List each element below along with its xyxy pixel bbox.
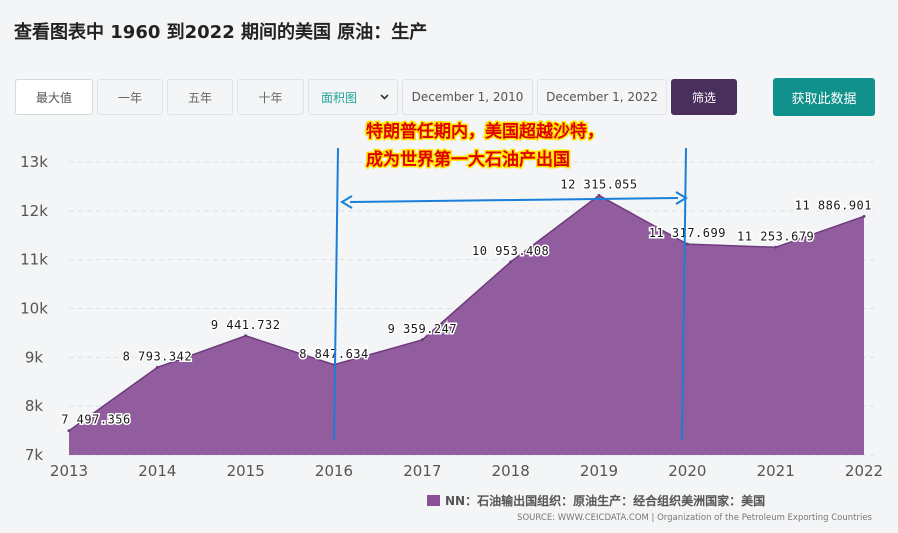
- source-note: SOURCE: WWW.CEICDATA.COM | Organization …: [517, 513, 872, 523]
- y-tick-label: 7k: [25, 446, 44, 464]
- x-tick-label: 2013: [50, 462, 88, 480]
- data-label: 11 253.679: [737, 229, 814, 243]
- x-tick-label: 2019: [580, 462, 618, 480]
- arrow-head-right: [675, 191, 688, 205]
- range-10y-button[interactable]: 十年: [237, 79, 304, 115]
- arrow-head-left: [340, 195, 353, 209]
- page-title: 查看图表中 1960 到2022 期间的美国 原油：生产: [14, 22, 428, 43]
- data-point: [597, 193, 601, 197]
- y-tick-label: 9k: [25, 348, 44, 366]
- x-tick-label: 2014: [138, 462, 176, 480]
- end-date-input[interactable]: December 1, 2022: [537, 79, 667, 115]
- data-point: [244, 334, 248, 338]
- data-label: 11 886.901: [795, 198, 872, 212]
- get-data-button[interactable]: 获取此数据: [773, 78, 875, 116]
- x-tick-label: 2015: [227, 462, 265, 480]
- range-1y-button[interactable]: 一年: [97, 79, 163, 115]
- data-label: 11 317.699: [649, 226, 726, 240]
- x-tick-label: 2018: [492, 462, 530, 480]
- data-label: 7 497.356: [61, 413, 131, 427]
- x-tick-label: 2017: [403, 462, 441, 480]
- data-point: [685, 242, 689, 246]
- x-tick-label: 2022: [845, 462, 883, 480]
- data-label: 9 359.247: [388, 322, 458, 336]
- data-point: [155, 365, 159, 369]
- area-fill: [69, 195, 864, 455]
- data-label: 12 315.055: [560, 177, 637, 191]
- annotation-arrow-line: [349, 197, 679, 203]
- annotation-text-line1: 特朗普任期内，美国超越沙特，: [366, 121, 604, 142]
- chart-type-value: 面积图: [321, 90, 358, 105]
- y-tick-label: 11k: [20, 251, 48, 269]
- data-point: [67, 429, 71, 433]
- data-point: [420, 338, 424, 342]
- data-point: [509, 260, 513, 264]
- data-label: 9 441.732: [211, 318, 281, 332]
- x-tick-label: 2020: [668, 462, 706, 480]
- legend-swatch: [427, 495, 440, 506]
- annotation-text-line2: 成为世界第一大石油产出国: [366, 149, 570, 170]
- x-tick-label: 2021: [757, 462, 795, 480]
- legend-label: NN：石油输出国组织：原油生产：经合组织美洲国家：美国: [445, 493, 765, 508]
- x-tick-label: 2016: [315, 462, 353, 480]
- annotation-line-left: [333, 147, 339, 441]
- range-max-button[interactable]: 最大值: [15, 79, 93, 115]
- y-tick-label: 13k: [20, 153, 48, 171]
- filter-button[interactable]: 筛选: [671, 79, 737, 115]
- chart-type-select[interactable]: 面积图: [308, 79, 398, 115]
- data-label: 8 793.342: [123, 349, 193, 363]
- start-date-input[interactable]: December 1, 2010: [402, 79, 533, 115]
- data-point: [774, 245, 778, 249]
- y-tick-label: 10k: [20, 300, 48, 318]
- area-line: [68, 194, 865, 432]
- data-label: 10 953.408: [472, 244, 549, 258]
- data-point: [862, 214, 866, 218]
- y-tick-label: 8k: [25, 397, 44, 415]
- y-tick-label: 12k: [20, 202, 48, 220]
- data-label: 8 847.634: [299, 347, 369, 361]
- range-5y-button[interactable]: 五年: [167, 79, 233, 115]
- chevron-down-icon: [380, 94, 389, 100]
